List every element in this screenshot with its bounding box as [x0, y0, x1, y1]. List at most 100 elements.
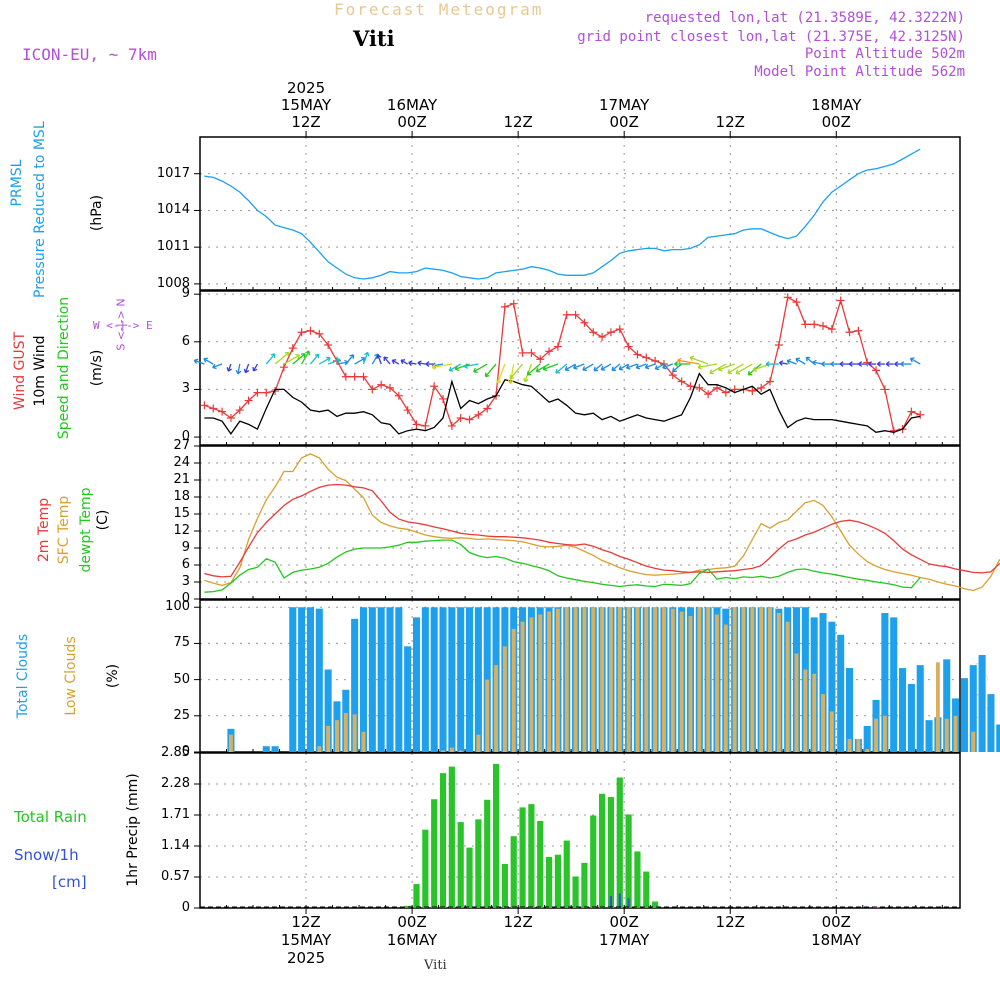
wind-arrow	[830, 361, 841, 367]
temp-2m-line	[204, 483, 1000, 578]
gust-line-point	[606, 328, 615, 337]
ytick-label-precip: 2.85	[161, 745, 190, 760]
rain-bar	[590, 815, 597, 908]
wind-arrow	[839, 361, 850, 367]
gust-line-point	[350, 372, 359, 381]
rain-bar	[492, 763, 500, 908]
gust-line-point	[430, 382, 439, 391]
low-cloud-bar	[449, 747, 454, 752]
wind-arrow	[309, 353, 320, 365]
rain-bar	[510, 836, 517, 908]
ytick-label-precip: 2.28	[161, 776, 190, 791]
gust-line-point	[827, 325, 836, 334]
gust-line-point	[783, 293, 792, 302]
total-cloud-bar	[819, 613, 827, 752]
ytick-label-temp: 21	[173, 472, 190, 487]
bottom-time-label: 12Z	[715, 913, 745, 931]
snow-cm-label: [cm]	[52, 873, 87, 891]
bottom-time-label: 15MAY	[280, 931, 332, 949]
total-cloud-bar	[996, 724, 1000, 752]
low-cloud-bar	[494, 665, 498, 752]
wind-arrow	[689, 355, 709, 365]
ytick-label-temp: 24	[173, 455, 190, 470]
low-cloud-bar	[361, 731, 366, 752]
wind-compass-we: W <-|-> E	[93, 319, 153, 332]
ytick-label-pressure: 1014	[156, 202, 190, 218]
gust-line-point	[465, 415, 474, 424]
rain-bar	[545, 856, 553, 908]
ytick-label-wind: 3	[181, 381, 190, 397]
gust-line-point	[695, 383, 704, 392]
total-cloud-bar	[298, 607, 306, 752]
panel-frame-wind	[199, 290, 961, 446]
total-cloud-bar	[978, 655, 986, 752]
ytick-label-pressure: 1008	[156, 275, 190, 291]
wind-arrow	[274, 351, 290, 365]
gust-line-point	[509, 299, 518, 308]
top-time-label: 00Z	[609, 113, 639, 131]
gust-line-point	[244, 396, 253, 405]
dewpt-line	[204, 539, 921, 593]
rain-bar	[581, 862, 588, 908]
rain-bar	[537, 820, 544, 908]
gust-line-point	[474, 410, 483, 419]
gust-line-point	[580, 318, 589, 327]
low-cloud-bar	[829, 711, 834, 752]
total-cloud-bar	[969, 665, 977, 752]
total-cloud-bar	[828, 621, 836, 752]
low-cloud-bar	[750, 607, 755, 752]
top-time-label: 18MAY	[811, 96, 862, 114]
low-cloud-bar	[874, 718, 878, 752]
low-cloud-bar	[511, 628, 516, 752]
low-cloud-bar	[520, 621, 525, 752]
gust-line-point	[836, 296, 845, 305]
low-cloud-bar	[564, 607, 569, 752]
total-cloud-bar	[916, 665, 924, 752]
panel-frame-precip	[199, 752, 961, 909]
low-cloud-bar	[644, 607, 649, 752]
wind-arrow	[507, 363, 515, 385]
low-cloud-bar	[679, 611, 684, 752]
wind-arrow	[848, 361, 859, 367]
gust-line-point	[439, 394, 448, 403]
low-cloud-bar	[617, 607, 622, 752]
snow-bar	[609, 896, 612, 908]
gust-line-point	[297, 328, 306, 337]
total-cloud-bar	[474, 607, 482, 752]
ytick-label-clouds: 25	[173, 707, 190, 723]
total-cloud-bar	[395, 607, 403, 752]
point-altitude: Point Altitude 502m	[804, 46, 965, 62]
wind-arrow	[786, 358, 797, 365]
gust-line-point	[774, 340, 783, 349]
low-cloud-bar	[715, 614, 719, 752]
gust-line-point	[368, 385, 377, 394]
wind-arrow	[717, 363, 735, 372]
rain-bar	[554, 854, 561, 908]
footer-location: Viti	[424, 958, 447, 973]
wind-arrow	[626, 363, 638, 370]
low-cloud-bar	[697, 607, 702, 752]
requested-coords: requested lon,lat (21.3589E, 42.3222N)	[644, 10, 965, 26]
rain-bar	[616, 777, 623, 908]
ytick-label-temp: 3	[181, 574, 190, 589]
wind-arrow	[876, 361, 885, 367]
gust-line-point	[288, 344, 297, 353]
rain-bar	[528, 804, 535, 908]
total-cloud-bar	[386, 607, 394, 752]
top-time-label: 12Z	[503, 113, 533, 131]
wind-arrow	[654, 363, 665, 371]
rain-bar	[404, 905, 411, 908]
wind-arrow	[778, 360, 788, 366]
rain-bar	[634, 851, 641, 908]
wind-arrow	[709, 363, 727, 375]
ytick-label-temp: 0	[181, 591, 190, 606]
gust-line-point	[792, 298, 801, 307]
gust-line-point	[810, 320, 819, 329]
low-cloud-bar	[502, 646, 507, 752]
total-rain-label: Total Rain	[14, 808, 87, 826]
top-time-label: 2025	[286, 79, 326, 97]
ytick-label-clouds: 0	[181, 744, 190, 759]
top-time-label: 00Z	[397, 113, 427, 131]
low-cloud-bar	[608, 607, 613, 752]
